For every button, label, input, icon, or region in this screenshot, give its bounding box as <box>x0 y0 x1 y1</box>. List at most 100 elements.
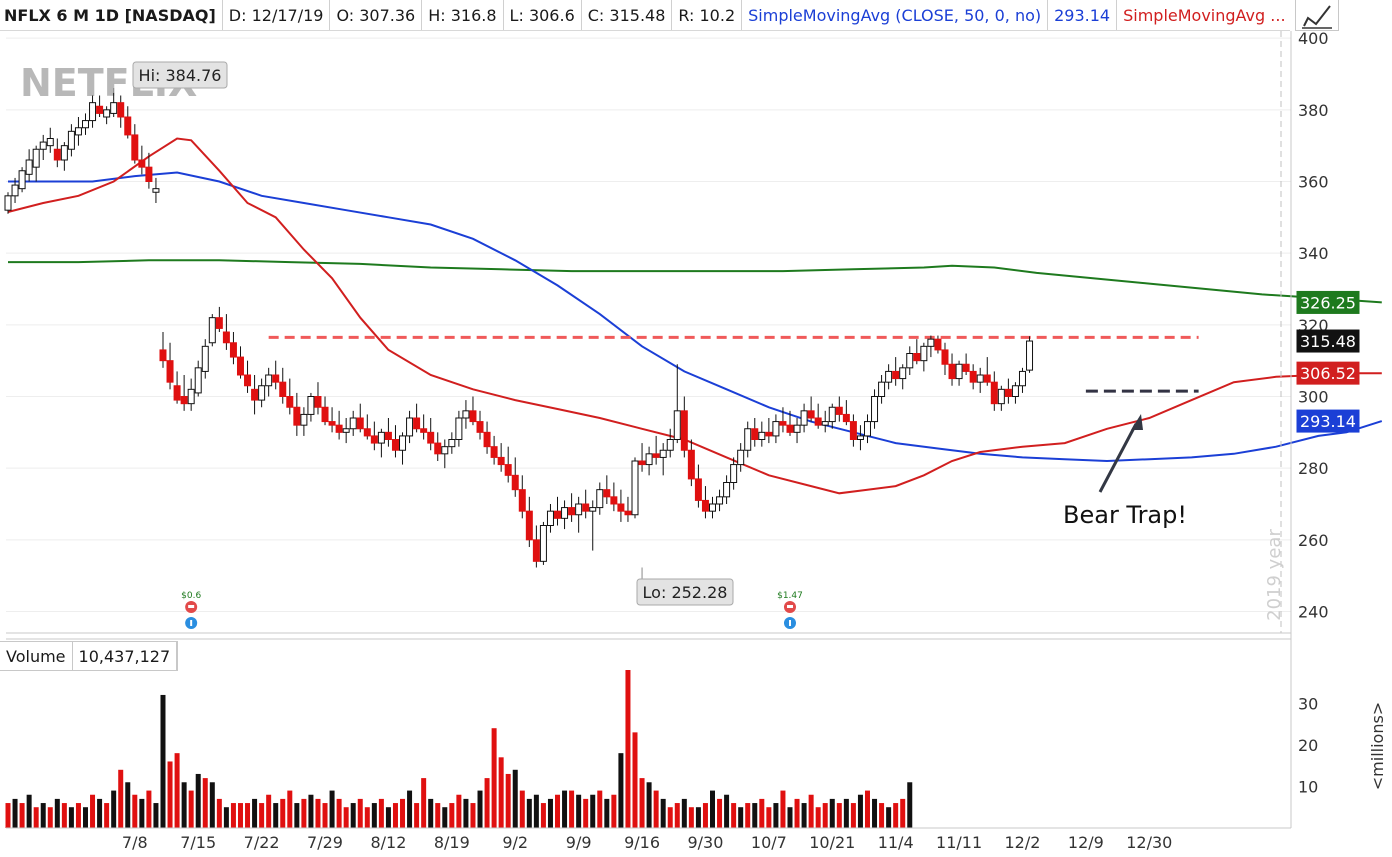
candle-up <box>441 446 449 455</box>
candle-down <box>279 381 287 397</box>
volume-bar <box>794 798 800 828</box>
candle-up <box>793 424 801 433</box>
lo-marker-box <box>636 578 734 606</box>
candle-down <box>145 166 153 183</box>
volume-bar <box>400 798 406 828</box>
candle-down <box>807 410 815 419</box>
symbol-label[interactable]: NFLX 6 M 1D [NASDAQ] <box>0 0 223 30</box>
volume-bar <box>470 803 476 828</box>
sma20-badge-bg <box>1296 361 1360 385</box>
volume-bar <box>5 803 11 828</box>
volume-bar <box>174 753 180 828</box>
volume-tick-label: 30 <box>1298 694 1318 713</box>
volume-bar <box>343 807 349 828</box>
sma200-badge-text: 326.25 <box>1300 293 1356 312</box>
event-2-earnings-glyph <box>786 605 793 608</box>
volume-bar <box>879 803 885 828</box>
candle-down <box>384 431 392 441</box>
volume-bar <box>195 773 201 828</box>
candle-up <box>539 525 547 562</box>
candle-up <box>1011 385 1019 397</box>
volume-bar <box>407 790 413 828</box>
volume-bar <box>19 803 25 828</box>
sma20-study-label[interactable]: SimpleMovingAvg ... <box>1123 5 1286 25</box>
candle-up <box>673 410 681 441</box>
volume-bar <box>435 803 441 828</box>
candle-down <box>701 499 709 512</box>
volume-bar <box>132 794 138 828</box>
candle-up <box>575 503 583 516</box>
sma50-line <box>8 171 1383 463</box>
volume-bar <box>97 798 103 828</box>
drawing-tool-button[interactable] <box>1295 0 1339 31</box>
candle-down <box>131 134 139 161</box>
candle-down <box>511 474 519 491</box>
candle-down <box>751 428 759 440</box>
volume-bar <box>759 798 765 828</box>
candle-up <box>74 127 82 136</box>
candle-down <box>124 116 132 136</box>
candle-down <box>518 489 526 512</box>
candle-down <box>434 442 442 455</box>
candle-down <box>603 489 611 498</box>
candle-up <box>103 109 111 118</box>
study-header: NFLX 6 M 1D [NASDAQ] D: 12/17/19 O: 307.… <box>0 0 1290 31</box>
candle-up <box>1018 370 1026 387</box>
date-tick-label: 10/7 <box>751 833 787 852</box>
range-readout: R: 10.2 <box>672 0 743 30</box>
volume-bar <box>547 798 553 828</box>
candle-down <box>983 374 991 383</box>
volume-bar <box>125 782 131 828</box>
candle-down <box>497 456 505 466</box>
date-tick-label: 7/29 <box>307 833 343 852</box>
candle-down <box>244 374 252 387</box>
candle-up <box>187 388 195 405</box>
candle-up <box>737 449 745 466</box>
volume-bar <box>829 798 835 828</box>
candle-down <box>969 370 977 383</box>
open-readout: O: 307.36 <box>330 0 423 30</box>
candle-up <box>821 421 829 426</box>
volume-bar <box>428 798 434 828</box>
volume-bar <box>886 807 892 828</box>
volume-bar <box>569 790 575 828</box>
candle-down <box>849 421 857 441</box>
volume-bar <box>702 803 708 828</box>
candle-down <box>166 360 174 383</box>
hi-marker-label: Hi: 384.76 <box>139 66 222 85</box>
candle-down <box>420 428 428 433</box>
candles <box>4 92 1034 568</box>
volume-bar <box>688 807 694 828</box>
candle-down <box>117 102 125 118</box>
price-tick-label: 280 <box>1298 459 1329 478</box>
event-1-info-glyph <box>190 620 193 626</box>
volume-bar <box>526 798 532 828</box>
candle-up <box>976 374 984 383</box>
candle-down <box>779 421 787 426</box>
candle-down <box>286 396 294 408</box>
candle-down <box>356 417 364 430</box>
candle-down <box>990 381 998 405</box>
candle-up <box>46 138 54 147</box>
candle-down <box>504 464 512 476</box>
candle-down <box>842 413 850 423</box>
volume-bar <box>611 794 617 828</box>
volume-title[interactable]: Volume <box>0 642 73 670</box>
sma50-value: 293.14 <box>1048 0 1118 30</box>
candle-down <box>617 503 625 512</box>
candle-up <box>878 381 886 397</box>
candle-down <box>610 496 618 505</box>
candle-up <box>561 507 569 519</box>
candle-down <box>222 331 230 344</box>
date-tick-label: 11/4 <box>878 833 914 852</box>
volume-bar <box>259 803 265 828</box>
volume-bar <box>491 728 497 828</box>
lo-marker-label: Lo: 252.28 <box>643 583 728 602</box>
volume-bar <box>907 782 913 828</box>
last-price-badge-bg <box>1296 329 1360 353</box>
sma50-study-label[interactable]: SimpleMovingAvg (CLOSE, 50, 0, no) <box>742 0 1049 30</box>
volume-bar <box>252 798 258 828</box>
date-tick-label: 9/9 <box>566 833 592 852</box>
candle-down <box>272 374 280 383</box>
